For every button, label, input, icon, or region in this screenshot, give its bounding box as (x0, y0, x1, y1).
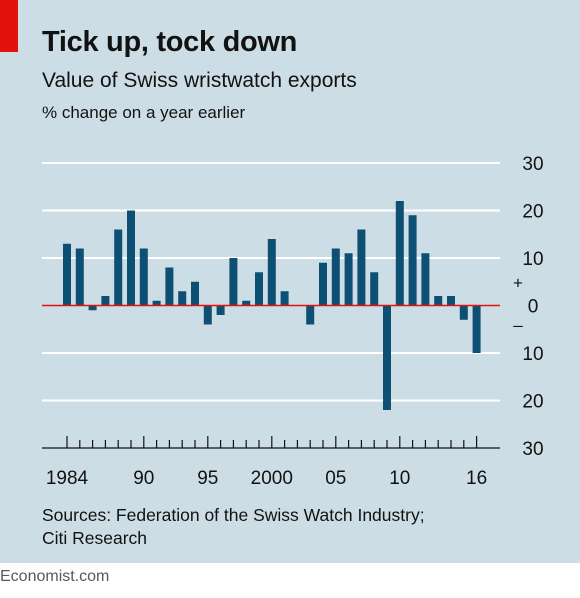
y-sign-plus: + (513, 274, 523, 293)
bar-1996 (216, 305, 225, 315)
bar-1986 (88, 305, 97, 311)
bar-1999 (255, 272, 263, 306)
source-note: Sources: Federation of the Swiss Watch I… (42, 504, 425, 550)
chart-subtitle: Value of Swiss wristwatch exports (42, 69, 357, 92)
bar-1995 (203, 305, 212, 325)
bar-1984 (63, 243, 71, 306)
x-tick-label: 90 (133, 468, 154, 489)
bar-2010 (395, 201, 404, 306)
bar-1990 (139, 248, 148, 306)
bar-chart: 30 20 10 0 10 20 30 + – 1984 90 95 2000 05 10 16 (42, 154, 544, 489)
bar-1997 (229, 258, 238, 306)
bar-2008 (370, 272, 379, 306)
bar-1993 (178, 291, 187, 306)
y-tick-label: 20 (522, 392, 543, 413)
bar-2009 (383, 305, 391, 410)
source-line-2: Citi Research (42, 528, 148, 548)
bar-1985 (75, 248, 84, 306)
chart-title: Tick up, tock down (42, 26, 298, 58)
brand-red-tab (0, 0, 18, 52)
y-tick-label: 0 (528, 297, 539, 318)
y-tick-label: 30 (522, 439, 543, 460)
x-tick-label: 05 (325, 468, 346, 489)
x-tick-label: 1984 (46, 468, 89, 489)
bar-1991 (152, 300, 161, 306)
y-tick-label: 30 (522, 154, 543, 175)
bar-2006 (344, 253, 353, 306)
source-line-1: Sources: Federation of the Swiss Watch I… (42, 505, 425, 525)
bar-2004 (319, 262, 327, 306)
x-tick-label: 95 (197, 468, 218, 489)
x-axis: 1984 90 95 2000 05 10 16 (46, 436, 487, 489)
bar-2000 (267, 239, 276, 306)
bar-2001 (280, 291, 289, 306)
bar-2016 (472, 305, 481, 353)
y-sign-minus: – (513, 316, 523, 335)
x-tick-label: 10 (389, 468, 410, 489)
bar-2012 (421, 253, 430, 306)
chart-panel (0, 0, 580, 563)
bar-2005 (331, 248, 340, 306)
bar-2007 (357, 229, 366, 306)
footer-credit: Economist.com (0, 568, 110, 585)
bar-2011 (408, 215, 417, 306)
bar-1998 (242, 300, 251, 306)
bar-2013 (434, 296, 443, 306)
x-tick-label: 16 (466, 468, 487, 489)
bar-2015 (459, 305, 468, 320)
y-tick-label: 10 (522, 249, 543, 270)
bar-1989 (127, 210, 135, 306)
y-tick-label: 20 (522, 202, 543, 223)
bar-1988 (114, 229, 123, 306)
bar-2003 (306, 305, 315, 325)
bar-1987 (101, 296, 110, 306)
bar-1992 (165, 267, 174, 306)
y-axis-labels: 30 20 10 0 10 20 30 + – (513, 154, 544, 460)
bar-2014 (447, 296, 455, 306)
bars (63, 201, 481, 410)
bar-1994 (191, 281, 199, 306)
y-tick-label: 10 (522, 344, 543, 365)
unit-label: % change on a year earlier (42, 103, 246, 122)
x-tick-label: 2000 (251, 468, 293, 489)
